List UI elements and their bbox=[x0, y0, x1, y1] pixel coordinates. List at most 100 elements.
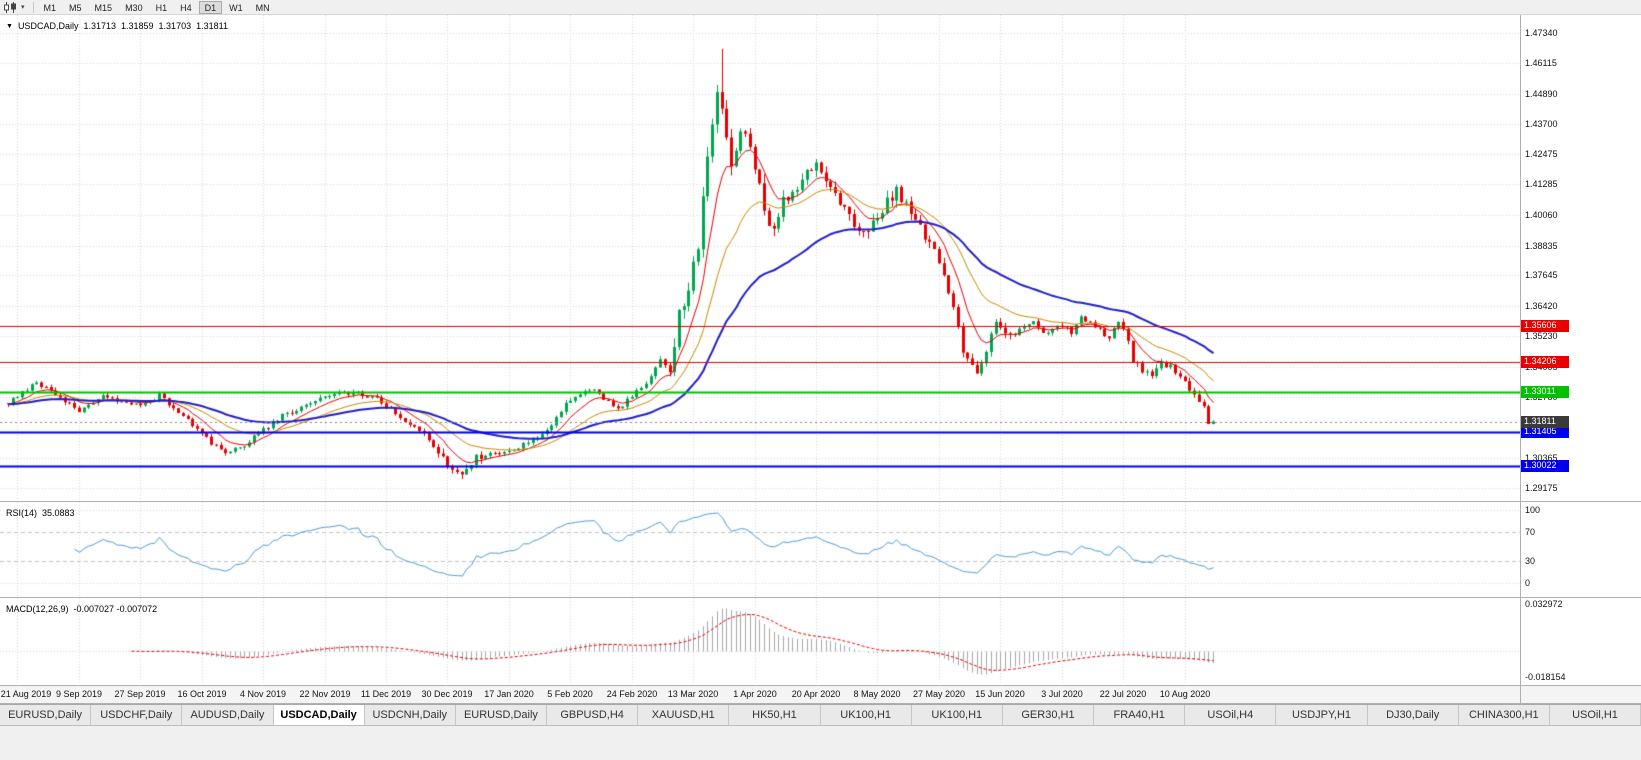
date-axis-label: 1 Apr 2020 bbox=[733, 689, 777, 699]
rsi-header: RSI(14) 35.0883 bbox=[6, 508, 75, 518]
current-price-tag: 1.31811 bbox=[1521, 416, 1569, 428]
chart-tab-fra40-h1[interactable]: FRA40,H1 bbox=[1094, 705, 1186, 725]
price-axis-label: 1.29175 bbox=[1525, 483, 1558, 493]
price-axis-label: 1.35230 bbox=[1525, 331, 1558, 341]
date-axis-row: 21 Aug 2019 9 Sep 2019 27 Sep 2019 16 Oct 2… bbox=[0, 686, 1641, 704]
macd-axis[interactable]: 0.032972 -0.018154 bbox=[1520, 598, 1640, 685]
statusbar-area bbox=[0, 726, 1641, 759]
chart-tab-eurusd-daily[interactable]: EURUSD,Daily bbox=[455, 705, 548, 725]
macd-value: -0.007027 -0.007072 bbox=[73, 604, 158, 614]
price-axis-label: 1.40060 bbox=[1525, 210, 1558, 220]
date-axis[interactable]: 21 Aug 2019 9 Sep 2019 27 Sep 2019 16 Oct 2… bbox=[0, 686, 1520, 703]
chart-tab-ger30-h1[interactable]: GER30,H1 bbox=[1002, 705, 1095, 725]
chart-tab-usdchf-daily[interactable]: USDCHF,Daily bbox=[91, 705, 183, 725]
macd-header: MACD(12,26,9) -0.007027 -0.007072 bbox=[6, 604, 157, 614]
date-axis-label: 5 Feb 2020 bbox=[547, 689, 593, 699]
price-line-tag: 1.35606 bbox=[1521, 320, 1569, 332]
chart-tab-usdcad-daily[interactable]: USDCAD,Daily bbox=[273, 705, 365, 725]
macd-label: MACD(12,26,9) bbox=[6, 604, 69, 614]
timeframe-button-m15[interactable]: M15 bbox=[89, 1, 119, 14]
chart-tab-xauusd-h1[interactable]: XAUUSD,H1 bbox=[638, 705, 730, 725]
chart-close-value: 1.31811 bbox=[196, 21, 228, 31]
chart-tab-usdjpy-h1[interactable]: USDJPY,H1 bbox=[1276, 705, 1368, 725]
main-chart-panel: ▼ USDCAD,Daily 1.31713 1.31859 1.31703 1… bbox=[0, 15, 1641, 502]
chart-tab-uk100-h1[interactable]: UK100,H1 bbox=[911, 705, 1003, 725]
timeframe-button-h4[interactable]: H4 bbox=[174, 1, 198, 14]
timeframe-button-d1[interactable]: D1 bbox=[198, 0, 223, 14]
date-axis-corner bbox=[1520, 686, 1640, 703]
price-line-tag: 1.33011 bbox=[1521, 386, 1569, 398]
date-axis-label: 10 Aug 2020 bbox=[1159, 689, 1211, 699]
rsi-axis-label: 70 bbox=[1525, 527, 1536, 537]
date-axis-label: 20 Apr 2020 bbox=[791, 689, 841, 699]
date-axis-label: 17 Jan 2020 bbox=[484, 689, 534, 699]
chart-tab-usoil-h4[interactable]: USOil,H4 bbox=[1185, 705, 1277, 725]
timeframe-button-mn[interactable]: MN bbox=[250, 1, 276, 14]
price-axis-label: 1.41285 bbox=[1525, 179, 1558, 189]
chart-tab-usoil-h1[interactable]: USOil,H1 bbox=[1549, 705, 1641, 725]
chart-tab-dj30-daily[interactable]: DJ30,Daily bbox=[1367, 705, 1459, 725]
timeframe-button-m30[interactable]: M30 bbox=[119, 1, 149, 14]
rsi-axis-label: 0 bbox=[1525, 578, 1531, 588]
price-line-tag: 1.30022 bbox=[1521, 460, 1569, 472]
price-axis-label: 1.47340 bbox=[1525, 28, 1558, 38]
date-axis-label: 13 Mar 2020 bbox=[667, 689, 719, 699]
chart-high-value: 1.31859 bbox=[121, 21, 154, 31]
date-axis-label: 8 May 2020 bbox=[853, 689, 901, 699]
date-axis-label: 22 Nov 2019 bbox=[299, 689, 351, 699]
rsi-axis[interactable]: 100 70 30 0 bbox=[1520, 502, 1640, 597]
macd-axis-min: -0.018154 bbox=[1525, 672, 1566, 682]
date-axis-label: 24 Feb 2020 bbox=[606, 689, 658, 699]
timeframe-buttons: M1 M5 M15 M30 H1 H4 D1 W1 MN bbox=[38, 0, 276, 14]
chart-tab-gbpusd-h4[interactable]: GBPUSD,H4 bbox=[547, 705, 639, 725]
rsi-indicator-canvas[interactable] bbox=[0, 502, 1520, 597]
toolbar-separator bbox=[32, 1, 34, 13]
timeframe-button-w1[interactable]: W1 bbox=[223, 1, 249, 14]
chart-tab-uk100-h1[interactable]: UK100,H1 bbox=[820, 705, 912, 725]
rsi-axis-label: 30 bbox=[1525, 556, 1536, 566]
price-chart-canvas[interactable] bbox=[0, 15, 1520, 501]
date-axis-label: 30 Dec 2019 bbox=[421, 689, 473, 699]
chart-tab-china300-h1[interactable]: CHINA300,H1 bbox=[1458, 705, 1550, 725]
price-axis-label: 1.36420 bbox=[1525, 301, 1558, 311]
price-axis[interactable]: 1.47340 1.46115 1.44890 1.43700 1.42475 1.412… bbox=[1520, 15, 1640, 501]
chart-tab-hk50-h1[interactable]: HK50,H1 bbox=[729, 705, 821, 725]
rsi-axis-label: 100 bbox=[1525, 505, 1541, 515]
macd-indicator-canvas[interactable] bbox=[0, 598, 1520, 685]
macd-panel: MACD(12,26,9) -0.007027 -0.007072 0.0329… bbox=[0, 598, 1641, 686]
macd-axis-max: 0.032972 bbox=[1525, 599, 1563, 609]
rsi-value: 35.0883 bbox=[42, 508, 75, 518]
timeframe-button-m1[interactable]: M1 bbox=[38, 1, 63, 14]
chart-tab-audusd-daily[interactable]: AUDUSD,Daily bbox=[182, 705, 274, 725]
date-axis-label: 9 Sep 2019 bbox=[55, 689, 103, 699]
timeframe-button-m5[interactable]: M5 bbox=[63, 1, 88, 14]
date-axis-label: 11 Dec 2019 bbox=[360, 689, 412, 699]
chart-tab-eurusd-daily[interactable]: EURUSD,Daily bbox=[0, 705, 92, 725]
date-axis-label: 4 Nov 2019 bbox=[239, 689, 287, 699]
timeframe-toolbar: ▾ M1 M5 M15 M30 H1 H4 D1 W1 MN bbox=[0, 0, 1641, 15]
chart-menu-arrow-icon[interactable]: ▼ bbox=[6, 22, 13, 30]
date-axis-label: 16 Oct 2019 bbox=[177, 689, 227, 699]
chart-type-dropdown-icon[interactable]: ▾ bbox=[21, 4, 25, 11]
chart-tab-usdcnh-daily[interactable]: USDCNH,Daily bbox=[364, 705, 456, 725]
price-line-tag: 1.34206 bbox=[1521, 356, 1569, 368]
rsi-label: RSI(14) bbox=[6, 508, 38, 518]
candlestick-chart-type-icon[interactable] bbox=[3, 1, 18, 13]
date-axis-label: 22 Jul 2020 bbox=[1099, 689, 1147, 699]
price-axis-label: 1.43700 bbox=[1525, 119, 1558, 129]
price-axis-label: 1.46115 bbox=[1525, 58, 1557, 68]
chart-low-value: 1.31703 bbox=[158, 21, 192, 31]
rsi-panel: RSI(14) 35.0883 100 70 30 0 bbox=[0, 502, 1641, 598]
price-axis-label: 1.30365 bbox=[1525, 453, 1558, 463]
date-axis-label: 15 Jun 2020 bbox=[975, 689, 1025, 699]
timeframe-button-h1[interactable]: H1 bbox=[150, 1, 174, 14]
chart-ohlc-header: ▼ USDCAD,Daily 1.31713 1.31859 1.31703 1… bbox=[6, 21, 228, 31]
chart-window-tabbar: EURUSD,Daily USDCHF,Daily AUDUSD,Daily USDC… bbox=[0, 704, 1641, 726]
price-axis-label: 1.42475 bbox=[1525, 149, 1558, 159]
date-axis-label: 27 May 2020 bbox=[912, 689, 966, 699]
price-axis-label: 1.38835 bbox=[1525, 241, 1558, 251]
price-axis-label: 1.37645 bbox=[1525, 270, 1558, 280]
price-axis-label: 1.44890 bbox=[1525, 89, 1558, 99]
date-axis-label: 27 Sep 2019 bbox=[114, 689, 166, 699]
